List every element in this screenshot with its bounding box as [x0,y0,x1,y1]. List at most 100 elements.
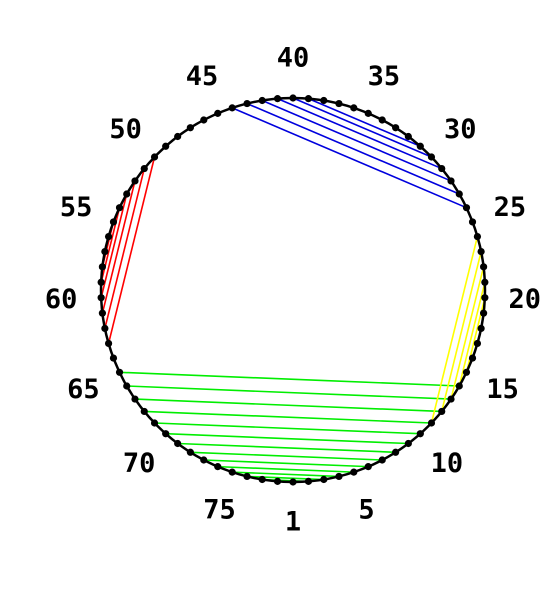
point-61 [98,309,106,317]
point-1 [289,478,297,486]
chord-red-54-59 [100,207,121,283]
point-13 [447,395,455,403]
chord-green-5-74 [217,465,354,473]
chord-green-7-72 [190,451,383,461]
chord-green-12-67 [134,398,442,413]
point-2 [304,477,313,485]
chord-yellow-11-24 [430,236,479,424]
chord-group-blue [231,97,467,209]
point-label-20: 20 [509,284,542,315]
chord-yellow-13-22 [450,266,485,400]
point-76 [243,472,251,481]
point-47 [186,124,194,132]
point-33 [392,124,400,132]
point-label-50: 50 [109,114,142,145]
chord-green-14-65 [119,371,460,387]
point-31 [416,142,424,150]
point-label-30: 30 [444,114,477,145]
chord-green-8-71 [177,442,396,454]
chord-blue-30-40 [292,97,432,158]
point-17 [473,339,482,348]
point-66 [123,382,131,390]
point-3 [320,475,328,484]
point-69 [150,419,159,427]
chord-green-4-75 [232,471,339,478]
chord-red-53-60 [100,193,128,298]
point-18 [477,324,485,333]
point-label-65: 65 [67,374,100,405]
point-27 [455,190,463,198]
point-64 [109,354,118,362]
chord-group-red [100,156,156,344]
point-36 [350,104,358,112]
point-46 [200,116,208,124]
point-16 [468,354,477,362]
chord-blue-31-39 [308,97,421,148]
point-40 [289,94,297,102]
point-58 [98,263,106,271]
point-label-70: 70 [123,448,156,479]
point-52 [131,177,139,185]
chord-group-green [119,371,460,483]
point-54 [115,204,124,212]
point-20 [481,294,489,302]
point-53 [123,190,131,198]
chord-layer [100,97,486,483]
point-73 [200,456,208,464]
point-44 [228,104,236,112]
point-65 [115,368,124,376]
point-29 [438,164,446,173]
point-6 [364,463,372,471]
point-label-1: 1 [285,507,301,538]
point-label-45: 45 [186,61,219,92]
chord-group-yellow [430,236,486,424]
point-label-40: 40 [277,43,310,74]
point-37 [335,99,343,108]
point-32 [404,132,412,141]
point-60 [97,294,105,302]
chord-green-9-70 [165,432,409,445]
chord-blue-28-42 [261,99,452,182]
point-67 [131,395,139,403]
point-45 [214,109,222,117]
point-55 [109,218,118,226]
point-4 [335,472,343,481]
point-51 [140,164,148,173]
chord-red-52-61 [101,180,136,314]
point-label-55: 55 [60,192,93,223]
chord-yellow-15-20 [465,297,486,373]
chord-blue-27-43 [246,102,460,195]
point-label-25: 25 [494,192,527,223]
point-74 [214,463,222,471]
point-63 [104,339,113,348]
point-label-10: 10 [431,448,464,479]
point-71 [174,439,182,448]
point-25 [468,218,477,226]
point-label-60: 60 [45,284,78,315]
point-42 [258,96,266,105]
point-28 [447,177,455,185]
point-30 [427,153,436,161]
point-24 [473,232,482,241]
point-39 [304,95,313,103]
point-70 [162,430,170,438]
point-68 [140,407,148,416]
point-75 [228,468,236,476]
point-57 [101,247,109,256]
point-77 [258,475,266,484]
chord-green-6-73 [203,459,369,468]
point-26 [462,204,471,212]
point-62 [101,324,109,333]
point-label-5: 5 [358,495,374,526]
point-21 [481,278,489,286]
chord-yellow-12-23 [440,251,482,412]
point-9 [404,439,412,448]
chord-yellow-14-21 [458,282,486,387]
point-14 [455,382,463,390]
point-34 [378,116,386,124]
point-72 [186,448,194,456]
point-12 [438,407,446,416]
chord-green-10-69 [154,422,421,435]
